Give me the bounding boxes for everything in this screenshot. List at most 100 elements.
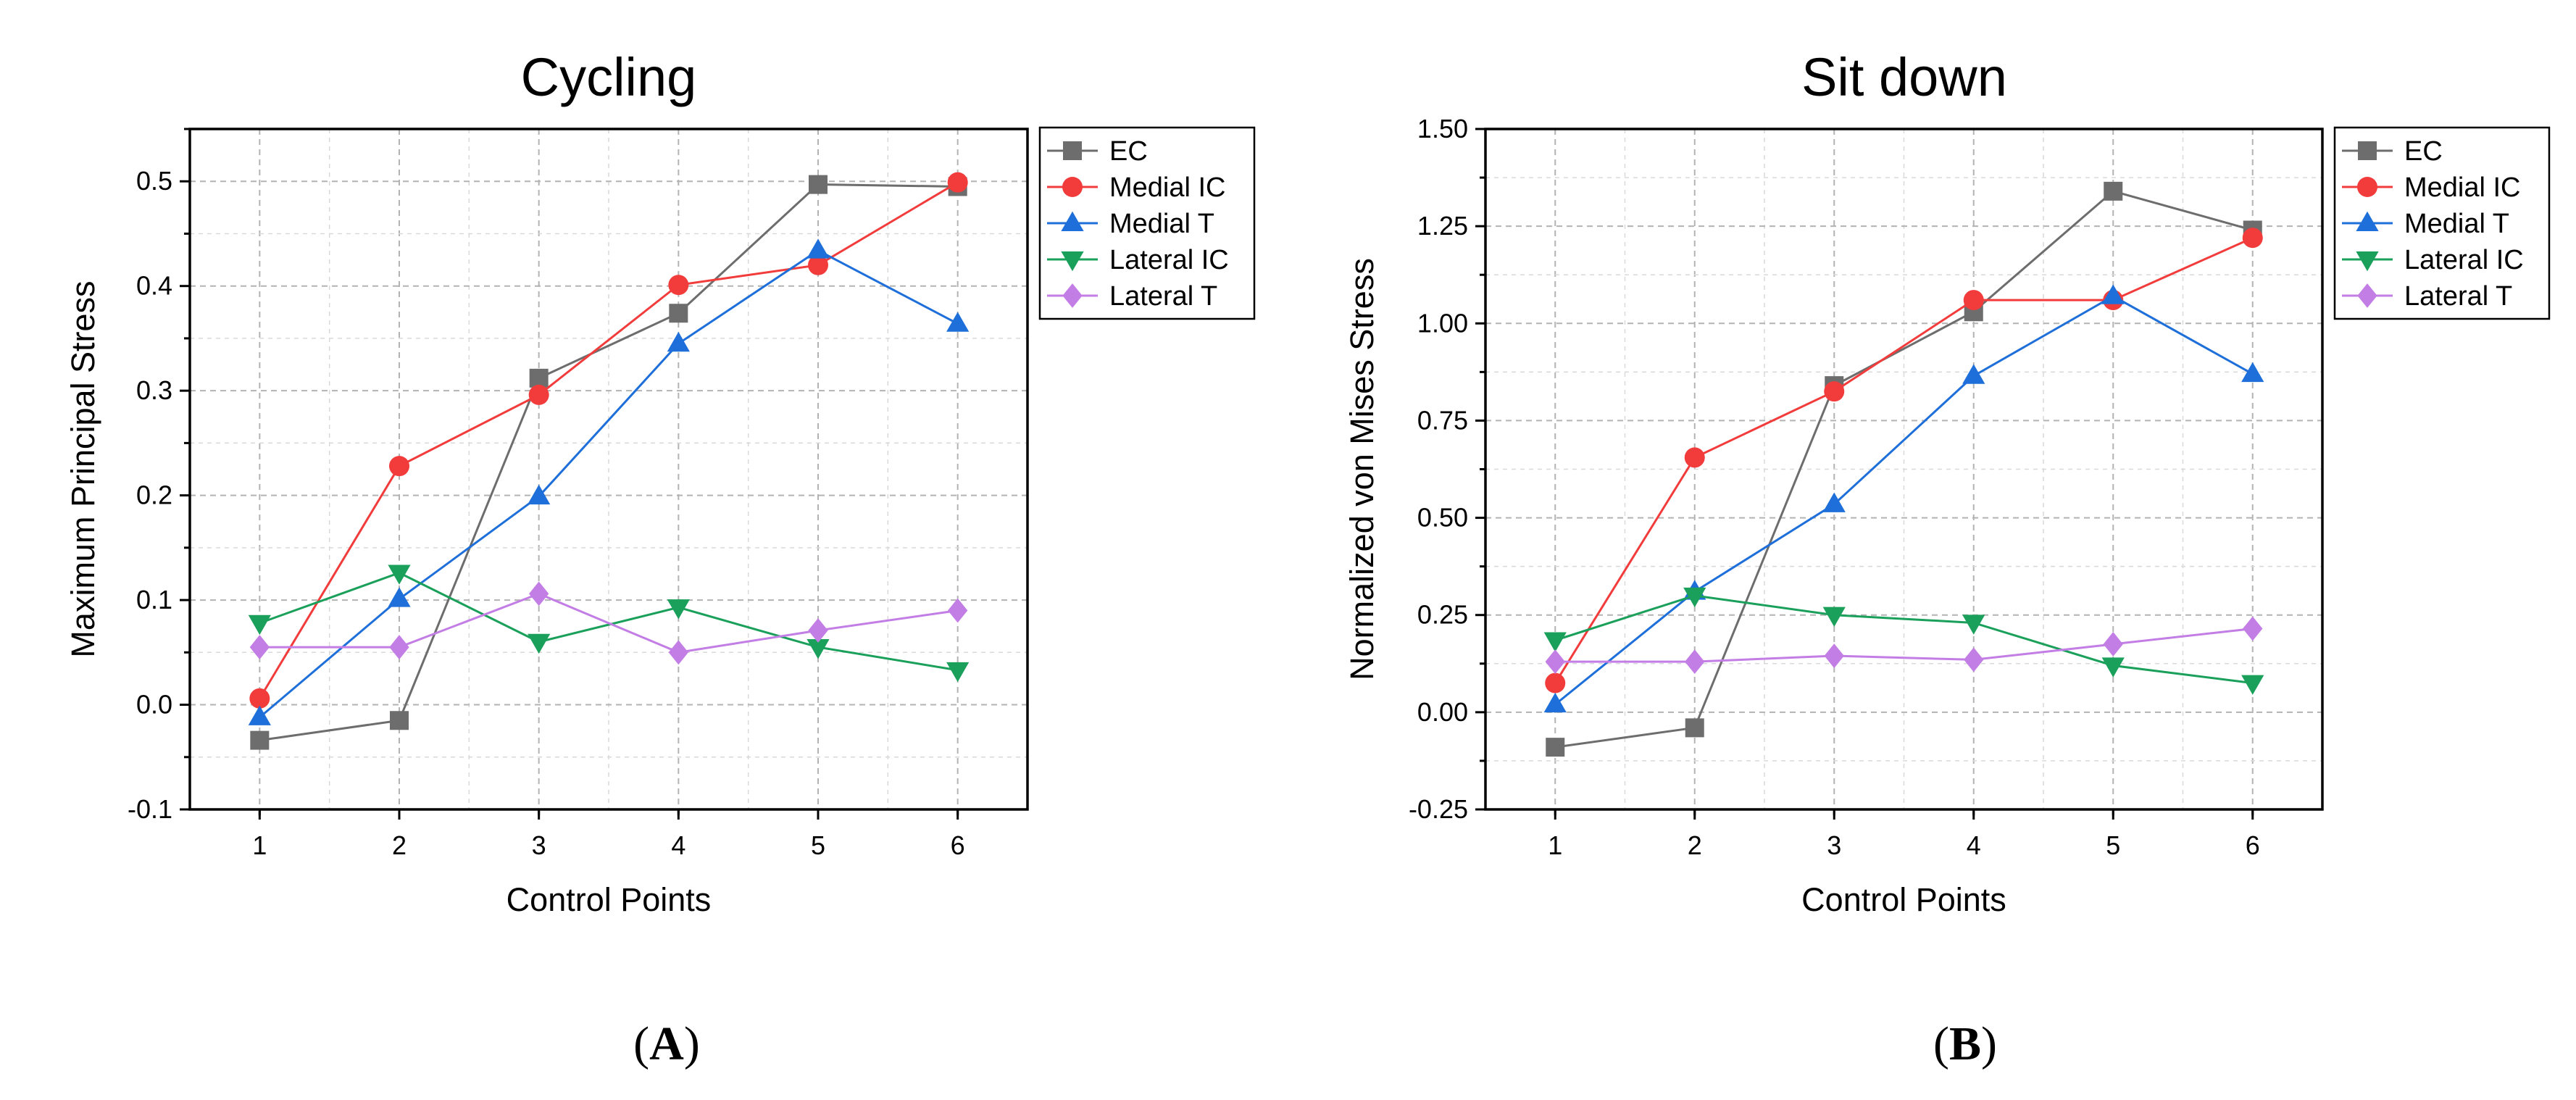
data-point-lateral-ic	[667, 599, 690, 620]
panel-caption-cycling: (A)	[633, 1017, 700, 1070]
data-point-lateral-t	[529, 581, 549, 607]
data-point-medial-t	[2241, 362, 2264, 383]
series-line-medial-ic	[259, 181, 959, 699]
data-point-lateral-ic	[1962, 614, 1985, 635]
data-point-ec	[2104, 181, 2123, 201]
series-line-lateral-t	[259, 592, 958, 654]
legend-marker-medial-ic	[1062, 177, 1083, 197]
data-point-medial-t	[1962, 364, 1985, 384]
data-point-medial-t	[2101, 284, 2125, 304]
y-tick-label: 0.3	[136, 375, 172, 405]
x-tick-label: 3	[1827, 830, 1841, 860]
x-tick-label: 6	[951, 830, 965, 860]
data-point-lateral-t	[389, 635, 409, 659]
y-tick-label: 0.1	[136, 585, 172, 614]
data-point-lateral-t	[808, 618, 828, 643]
y-tick-label: 0.25	[1417, 600, 1468, 630]
x-tick-label: 6	[2246, 830, 2260, 860]
legend: EC Medial IC Medial T Lateral IC Lateral T	[1038, 126, 1256, 320]
data-point-lateral-ic	[1543, 632, 1567, 652]
series-line-lateral-ic	[259, 571, 958, 672]
x-tick-label: 4	[671, 830, 685, 860]
legend-label-medial-ic: Medial IC	[1109, 172, 1226, 203]
x-tick-label: 3	[532, 830, 546, 860]
legend-label-lateral-ic: Lateral IC	[1109, 245, 1229, 275]
x-tick-label: 1	[1548, 830, 1562, 860]
y-tick-label: 0.0	[136, 690, 172, 720]
plot-frame	[188, 128, 1029, 811]
x-tick-label: 2	[392, 830, 407, 860]
chart-title: Sit down	[1801, 47, 2007, 107]
x-axis-label: Control Points	[1801, 881, 2006, 918]
data-point-medial-ic	[249, 688, 270, 709]
data-point-ec	[1546, 738, 1565, 757]
y-tick-label: -0.25	[1409, 794, 1468, 824]
series-lateral-ic	[248, 564, 970, 683]
y-tick-label: 0.00	[1417, 697, 1468, 727]
data-point-medial-t	[667, 331, 690, 352]
data-point-ec	[529, 368, 549, 388]
data-point-lateral-t	[1685, 649, 1705, 675]
legend-marker-medial-ic	[2357, 177, 2377, 197]
grid	[190, 129, 1028, 809]
data-point-medial-t	[1822, 492, 1846, 512]
series-medial-t	[248, 238, 970, 725]
series-medial-ic	[249, 172, 968, 709]
legend-label-ec: EC	[1109, 136, 1148, 167]
y-tick-label: 1.25	[1417, 211, 1468, 241]
y-axis-label: Maximum Principal Stress	[64, 280, 101, 657]
y-tick-label: -0.1	[128, 794, 172, 824]
data-point-medial-ic	[2242, 228, 2263, 249]
panel-caption-sit-down: (B)	[1933, 1017, 1997, 1070]
data-point-medial-t	[946, 312, 970, 332]
data-point-lateral-t	[249, 635, 270, 659]
y-tick-label: 1.50	[1417, 114, 1468, 143]
data-point-medial-ic	[389, 456, 409, 477]
data-point-lateral-ic	[1683, 587, 1706, 608]
y-tick-label: 0.75	[1417, 405, 1468, 435]
y-tick-label: 0.2	[136, 480, 172, 510]
legend-marker-medial-t	[1061, 211, 1084, 232]
data-point-ec	[390, 711, 409, 730]
data-point-medial-ic	[808, 254, 828, 275]
legend-label-medial-ic: Medial IC	[2404, 172, 2521, 203]
data-point-medial-ic	[947, 172, 968, 193]
data-point-ec	[1685, 718, 1704, 738]
chart-title: Cycling	[521, 47, 697, 107]
caption-paren-open: (	[1933, 1017, 1949, 1070]
data-point-lateral-ic	[2241, 675, 2264, 695]
legend-marker-lateral-ic	[2356, 251, 2379, 272]
series-line-lateral-t	[1555, 628, 2253, 663]
series-medial-ic	[1545, 228, 2263, 693]
data-point-medial-ic	[1684, 447, 1705, 468]
data-point-lateral-t	[1964, 647, 1984, 672]
data-point-lateral-ic	[388, 564, 411, 585]
grid	[1485, 128, 2322, 809]
legend-marker-lateral-t	[1062, 283, 1083, 308]
series-line-medial-t	[259, 249, 959, 719]
x-tick-label: 1	[252, 830, 267, 860]
y-tick-label: 0.4	[136, 271, 172, 301]
legend-label-lateral-t: Lateral T	[1109, 281, 1217, 312]
series-line-medial-t	[1554, 295, 2254, 706]
legend-marker-lateral-t	[2357, 283, 2377, 308]
legend-label-ec: EC	[2404, 136, 2443, 167]
data-point-medial-ic	[1545, 672, 1566, 693]
axis-ticks: 1 2 3 4 5 6 -0.25 0.00 0.25 0.50 0.75 1.00 1.25 1.50	[1409, 114, 2260, 860]
x-tick-label: 2	[1688, 830, 1702, 860]
legend-label-lateral-t: Lateral T	[2404, 281, 2512, 312]
data-point-medial-ic	[668, 275, 689, 296]
axis-ticks: 1 2 3 4 5 6 -0.1 0.0 0.1 0.2 0.3 0.4 0.5	[128, 128, 965, 860]
data-point-ec	[250, 730, 270, 750]
y-tick-label: 0.5	[136, 166, 172, 196]
data-point-lateral-t	[1545, 649, 1565, 675]
caption-letter: A	[649, 1017, 684, 1070]
data-point-ec	[809, 175, 828, 194]
series-ec	[250, 175, 967, 750]
x-tick-label: 5	[811, 830, 825, 860]
y-tick-label: 1.00	[1417, 308, 1468, 338]
chart-panel-cycling: Cycling 1 2 3 4 5 6 -0.1 0.0 0.1 0.2 0.3 0.4 0.5 Contr…	[64, 47, 1256, 1070]
data-point-lateral-ic	[1822, 607, 1846, 627]
x-tick-label: 5	[2106, 830, 2120, 860]
